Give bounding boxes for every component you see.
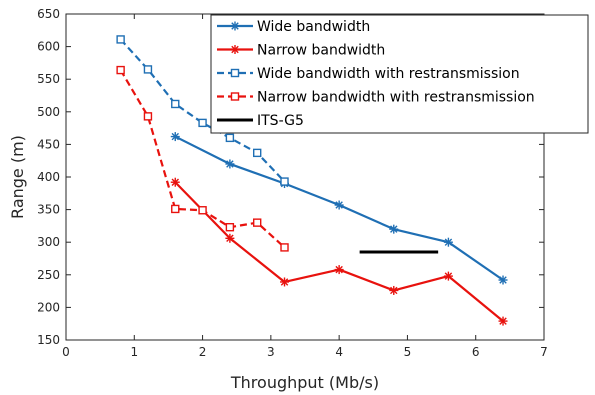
x-tick-label: 4 bbox=[335, 345, 343, 359]
data-point bbox=[143, 65, 153, 74]
data-point bbox=[389, 224, 399, 234]
y-tick-label: 300 bbox=[37, 235, 60, 249]
data-point bbox=[116, 35, 125, 44]
legend-marker bbox=[230, 21, 240, 31]
x-tick-label: 3 bbox=[267, 345, 275, 359]
data-point bbox=[498, 316, 508, 326]
y-tick-label: 400 bbox=[37, 170, 60, 184]
axes: 0 1 2 3 4 5 6 7 150 200 250 300 350 400 450 500 550 600 65… bbox=[37, 7, 548, 359]
data-point bbox=[334, 200, 344, 210]
data-point bbox=[280, 243, 289, 252]
x-tick-label: 2 bbox=[199, 345, 207, 359]
data-point bbox=[334, 265, 344, 275]
series-3 bbox=[116, 35, 289, 186]
series-group bbox=[116, 35, 508, 326]
y-tick-label: 350 bbox=[37, 203, 60, 217]
series-2 bbox=[170, 177, 508, 326]
data-point bbox=[225, 223, 235, 232]
x-tick-label: 1 bbox=[130, 345, 138, 359]
y-tick-label: 250 bbox=[37, 268, 60, 282]
data-point bbox=[171, 99, 180, 109]
legend-box bbox=[210, 14, 589, 134]
legend: Wide bandwidth Narrow bandwidth Wide bandw… bbox=[210, 14, 589, 134]
data-point bbox=[280, 277, 290, 287]
data-point bbox=[198, 118, 207, 128]
data-point bbox=[252, 218, 262, 227]
x-tick-label: 0 bbox=[62, 345, 70, 359]
data-point bbox=[116, 65, 125, 75]
y-tick-label: 150 bbox=[37, 333, 60, 347]
legend-label: Narrow bandwidth with restransmission bbox=[257, 90, 535, 106]
legend-item-3: Wide bandwidth with restransmission bbox=[217, 66, 520, 82]
legend-item-1: Wide bandwidth bbox=[217, 19, 370, 35]
legend-marker bbox=[230, 45, 240, 54]
data-point bbox=[252, 148, 262, 158]
legend-label: Wide bandwidth bbox=[257, 19, 370, 35]
y-tick-label: 600 bbox=[37, 40, 60, 54]
y-tick-label: 550 bbox=[37, 72, 60, 86]
data-point bbox=[170, 177, 180, 187]
x-tick-label: 5 bbox=[404, 345, 412, 359]
data-point bbox=[170, 132, 180, 142]
x-tick-label: 6 bbox=[472, 345, 480, 359]
y-tick-label: 650 bbox=[37, 7, 60, 21]
data-point bbox=[280, 177, 289, 186]
data-point bbox=[225, 133, 235, 143]
data-point bbox=[443, 271, 453, 281]
legend-item-2: Narrow bandwidth bbox=[217, 43, 385, 59]
data-point bbox=[198, 206, 207, 215]
legend-item-5: ITS-G5 bbox=[217, 113, 304, 129]
series-4 bbox=[116, 65, 289, 252]
series-1 bbox=[170, 132, 508, 285]
x-tick-label: 7 bbox=[540, 345, 548, 359]
data-point bbox=[143, 112, 153, 121]
y-tick-label: 500 bbox=[37, 105, 60, 119]
data-point bbox=[225, 233, 235, 243]
x-axis-label: Throughput (Mb/s) bbox=[230, 373, 379, 392]
legend-item-4: Narrow bandwidth with restransmission bbox=[217, 90, 535, 106]
y-tick-label: 450 bbox=[37, 137, 60, 151]
data-point bbox=[171, 204, 180, 214]
data-point bbox=[225, 159, 235, 169]
data-point bbox=[498, 275, 508, 285]
data-point bbox=[443, 237, 453, 247]
legend-label: Narrow bandwidth bbox=[257, 43, 385, 59]
y-axis-label: Range (m) bbox=[8, 135, 27, 219]
y-tick-label: 200 bbox=[37, 300, 60, 314]
legend-marker bbox=[230, 68, 240, 78]
legend-label: Wide bandwidth with restransmission bbox=[257, 66, 520, 82]
legend-label: ITS-G5 bbox=[257, 113, 304, 129]
data-point bbox=[389, 285, 399, 295]
legend-marker bbox=[230, 92, 240, 101]
